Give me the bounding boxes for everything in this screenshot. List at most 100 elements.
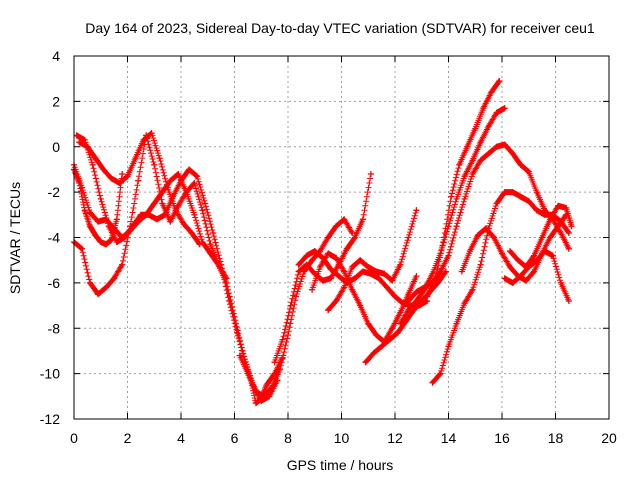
data-point	[525, 168, 532, 175]
data-point	[207, 250, 214, 257]
data-point	[124, 173, 131, 180]
data-point	[429, 270, 436, 277]
data-point	[461, 300, 468, 307]
series-track-10	[325, 207, 420, 314]
data-point	[183, 189, 190, 196]
data-point	[469, 286, 476, 293]
data-point	[79, 245, 86, 252]
data-point	[474, 232, 481, 239]
data-point	[485, 123, 492, 130]
data-point	[533, 189, 540, 196]
data-point	[509, 150, 516, 157]
data-point	[335, 273, 342, 280]
data-point	[180, 220, 187, 227]
y-tick-label: -8	[48, 320, 61, 336]
data-point	[226, 298, 233, 305]
data-point	[276, 366, 283, 373]
data-point	[81, 207, 88, 214]
data-point	[100, 166, 107, 173]
x-tick-label: 10	[334, 430, 350, 446]
x-tick-label: 4	[177, 430, 185, 446]
data-point	[135, 218, 142, 225]
data-point	[357, 257, 364, 264]
y-axis-label: SDTVAR / TECUs	[7, 182, 23, 294]
data-point	[565, 298, 572, 305]
data-point	[103, 216, 110, 223]
data-point	[493, 200, 500, 207]
data-point	[488, 89, 495, 96]
data-point	[453, 320, 460, 327]
data-point	[202, 200, 209, 207]
data-point	[469, 157, 476, 164]
data-point	[523, 263, 530, 270]
data-point	[373, 268, 380, 275]
data-point	[507, 248, 514, 255]
data-point	[186, 166, 193, 173]
data-point	[327, 266, 334, 273]
y-tick-label: -10	[40, 366, 60, 382]
data-point	[244, 370, 251, 377]
data-point	[127, 227, 134, 234]
data-point	[413, 273, 420, 280]
data-point	[132, 155, 139, 162]
x-axis-label: GPS time / hours	[287, 457, 394, 473]
data-point	[480, 105, 487, 112]
data-point	[424, 293, 431, 300]
data-point	[268, 384, 275, 391]
data-point	[386, 336, 393, 343]
data-point	[303, 261, 310, 268]
data-point	[547, 234, 554, 241]
x-tick-label: 18	[548, 430, 564, 446]
data-point	[517, 273, 524, 280]
data-point	[359, 268, 366, 275]
data-point	[429, 379, 436, 386]
data-point	[517, 193, 524, 200]
data-point	[421, 284, 428, 291]
data-point	[151, 200, 158, 207]
data-point	[501, 189, 508, 196]
data-point	[413, 207, 420, 214]
data-point	[565, 245, 572, 252]
data-point	[333, 223, 340, 230]
data-point	[373, 332, 380, 339]
data-point	[499, 250, 505, 257]
data-point	[119, 170, 126, 177]
data-point	[309, 286, 316, 293]
data-point	[325, 234, 332, 241]
data-point	[437, 370, 444, 377]
data-point	[549, 252, 556, 259]
data-point	[568, 223, 575, 230]
data-point	[153, 216, 160, 223]
data-point	[87, 279, 94, 286]
data-point	[493, 109, 500, 116]
data-point	[325, 250, 332, 257]
data-point	[466, 248, 473, 255]
grid-lines	[74, 56, 609, 419]
series-track-6	[236, 216, 356, 400]
data-point	[285, 332, 291, 339]
data-point	[234, 329, 241, 336]
data-point	[87, 209, 94, 216]
data-point	[501, 141, 508, 148]
data-point	[523, 277, 530, 284]
data-point	[405, 307, 412, 314]
x-tick-label: 0	[70, 430, 78, 446]
axis-ticks	[73, 55, 610, 420]
data-point	[496, 77, 503, 84]
data-point	[448, 193, 455, 200]
data-point	[490, 234, 497, 241]
data-point	[362, 359, 369, 366]
data-point	[405, 291, 412, 298]
data-point	[397, 261, 404, 268]
data-point	[97, 195, 104, 202]
data-point	[319, 277, 326, 284]
y-tick-label: 2	[52, 93, 60, 109]
data-point	[405, 298, 412, 305]
data-point	[159, 189, 166, 196]
data-point	[469, 170, 476, 177]
data-point	[378, 343, 385, 350]
data-point	[164, 184, 171, 191]
data-point	[266, 393, 273, 400]
series-track-14	[424, 77, 503, 300]
data-point	[97, 239, 104, 246]
